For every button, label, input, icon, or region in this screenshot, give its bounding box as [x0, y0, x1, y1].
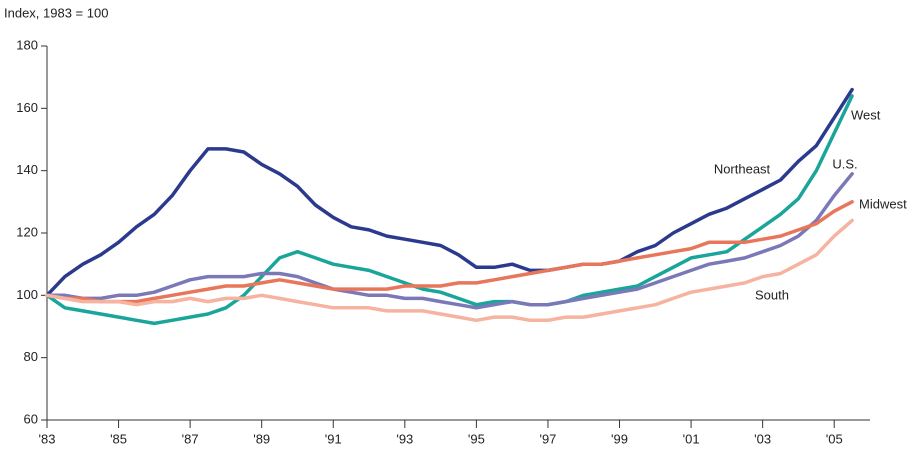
series-label: Northeast [714, 161, 771, 176]
x-tick-label: '89 [253, 431, 270, 446]
x-tick-label: '91 [325, 431, 342, 446]
series-line [45, 94, 854, 326]
y-tick-label: 120 [16, 224, 38, 239]
y-tick-label: 60 [24, 411, 38, 426]
y-tick-label: 80 [24, 349, 38, 364]
x-tick-label: '05 [826, 431, 843, 446]
x-tick-label: '97 [539, 431, 556, 446]
series-label: West [851, 107, 881, 122]
y-tick-label: 140 [16, 162, 38, 177]
series-line [45, 87, 854, 298]
y-tick-label: 180 [16, 37, 38, 52]
x-tick-label: '93 [396, 431, 413, 446]
series-label: Midwest [859, 196, 907, 211]
x-tick-label: '87 [182, 431, 199, 446]
x-tick-label: '95 [468, 431, 485, 446]
y-axis-label: Index, 1983 = 100 [4, 5, 108, 20]
x-tick-label: '01 [683, 431, 700, 446]
y-tick-label: 160 [16, 100, 38, 115]
series-line [45, 218, 854, 323]
x-tick-label: '99 [611, 431, 628, 446]
series-line [45, 172, 854, 310]
series-label: South [755, 287, 789, 302]
x-tick-label: '03 [754, 431, 771, 446]
series-line [45, 200, 854, 304]
y-tick-label: 100 [16, 287, 38, 302]
series-label: U.S. [832, 156, 857, 171]
x-tick-label: '85 [110, 431, 127, 446]
x-tick-label: '83 [39, 431, 56, 446]
